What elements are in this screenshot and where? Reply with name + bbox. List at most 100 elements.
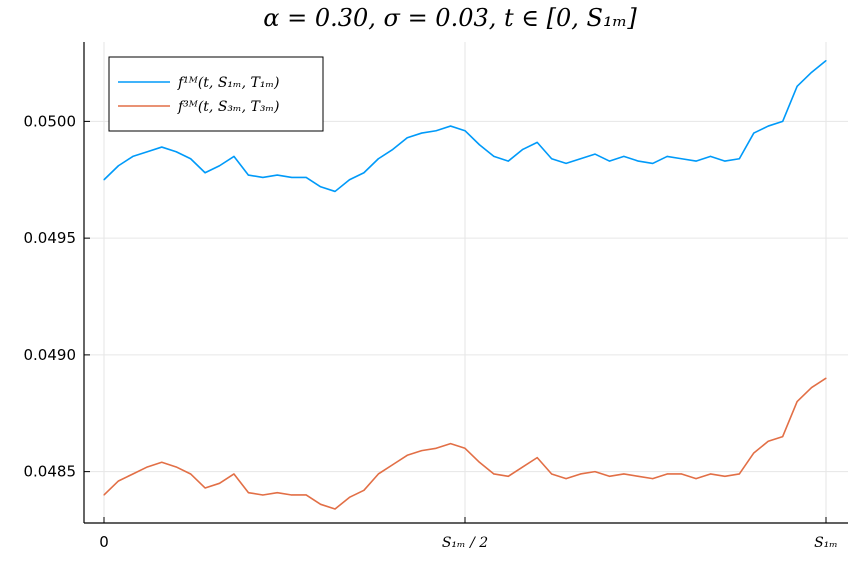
- data-point: [551, 158, 553, 160]
- data-point: [204, 172, 206, 174]
- data-point: [175, 151, 177, 153]
- data-point: [435, 447, 437, 449]
- data-point: [117, 165, 120, 167]
- data-point: [507, 475, 509, 477]
- data-point: [536, 141, 538, 143]
- data-point: [709, 473, 712, 475]
- data-point: [507, 160, 509, 162]
- axes: [83, 42, 848, 524]
- x-tick-label: S₁ₘ: [814, 535, 838, 551]
- data-point: [406, 454, 408, 456]
- ticks: 0.0485 0.0490 0.0495 0.0500 0 S₁ₘ / 2 S₁ₘ: [24, 112, 838, 551]
- data-point: [377, 158, 379, 160]
- series-2: [103, 377, 827, 510]
- data-point: [190, 158, 192, 160]
- data-point: [695, 478, 697, 480]
- data-point: [276, 492, 278, 494]
- data-point: [218, 482, 221, 484]
- legend-label-2: f³ᴹ(t, S₃ₘ, T₃ₘ): [177, 99, 280, 115]
- data-point: [377, 473, 379, 475]
- data-point: [320, 503, 322, 505]
- legend-box: [108, 56, 324, 132]
- data-point: [392, 148, 394, 151]
- chart-title: α = 0.30, σ = 0.03, t ∈ [0, S₁ₘ]: [263, 4, 637, 32]
- data-point: [190, 473, 192, 475]
- data-point: [392, 464, 394, 466]
- data-point: [709, 155, 712, 158]
- data-point: [291, 176, 293, 179]
- data-point: [320, 186, 322, 188]
- y-tick-label: 0.0485: [24, 463, 77, 481]
- data-point: [579, 158, 582, 160]
- data-point: [825, 377, 827, 379]
- data-point: [767, 440, 769, 442]
- y-tick-label: 0.0500: [24, 112, 77, 130]
- data-point: [478, 144, 481, 146]
- data-point: [608, 160, 611, 162]
- data-point: [435, 130, 437, 132]
- data-point: [421, 132, 423, 134]
- data-point: [551, 473, 553, 475]
- data-point: [753, 132, 755, 134]
- series-1: [103, 60, 827, 193]
- data-point: [103, 494, 105, 496]
- data-point: [536, 457, 538, 459]
- data-point: [363, 489, 365, 491]
- data-point: [652, 162, 654, 165]
- data-point: [146, 466, 148, 468]
- data-point: [262, 494, 264, 496]
- data-point: [565, 162, 567, 165]
- data-point: [695, 160, 697, 162]
- data-point: [464, 447, 466, 449]
- data-point: [594, 471, 596, 473]
- x-tick-label: S₁ₘ / 2: [442, 535, 488, 551]
- data-point: [825, 60, 827, 62]
- data-point: [594, 153, 596, 155]
- data-point: [724, 475, 726, 477]
- data-point: [478, 461, 481, 463]
- data-point: [305, 176, 307, 179]
- y-tick-label: 0.0490: [24, 346, 77, 364]
- data-point: [363, 172, 365, 174]
- data-point: [204, 487, 206, 489]
- data-point: [449, 443, 452, 445]
- data-point: [753, 452, 755, 454]
- data-point: [464, 130, 466, 132]
- data-point: [305, 494, 307, 496]
- data-point: [262, 176, 264, 179]
- data-point: [493, 473, 495, 475]
- data-point: [681, 158, 683, 160]
- data-point: [623, 155, 625, 158]
- data-point: [782, 120, 784, 122]
- data-point: [406, 137, 408, 139]
- data-point: [493, 155, 495, 158]
- data-point: [810, 386, 813, 389]
- data-point: [348, 179, 351, 181]
- data-point: [565, 478, 567, 480]
- data-point: [724, 160, 726, 162]
- data-point: [666, 155, 668, 158]
- data-point: [810, 71, 813, 73]
- data-point: [608, 475, 611, 477]
- y-tick-label: 0.0495: [24, 229, 77, 247]
- data-point: [522, 466, 524, 468]
- data-point: [637, 160, 639, 162]
- data-point: [652, 478, 654, 480]
- data-point: [579, 473, 582, 475]
- series-group: [103, 60, 827, 510]
- data-point: [233, 155, 235, 158]
- data-point: [218, 165, 221, 167]
- data-point: [334, 190, 336, 193]
- data-point: [782, 436, 784, 438]
- legend: f¹ᴹ(t, S₁ₘ, T₁ₘ) f³ᴹ(t, S₃ₘ, T₃ₘ): [108, 56, 324, 132]
- data-point: [767, 125, 769, 127]
- data-point: [623, 473, 625, 475]
- data-point: [247, 492, 249, 494]
- data-point: [291, 494, 293, 496]
- x-tick-label: 0: [99, 533, 109, 551]
- data-point: [666, 473, 668, 475]
- data-point: [103, 179, 105, 181]
- data-point: [276, 174, 278, 176]
- data-point: [449, 125, 452, 127]
